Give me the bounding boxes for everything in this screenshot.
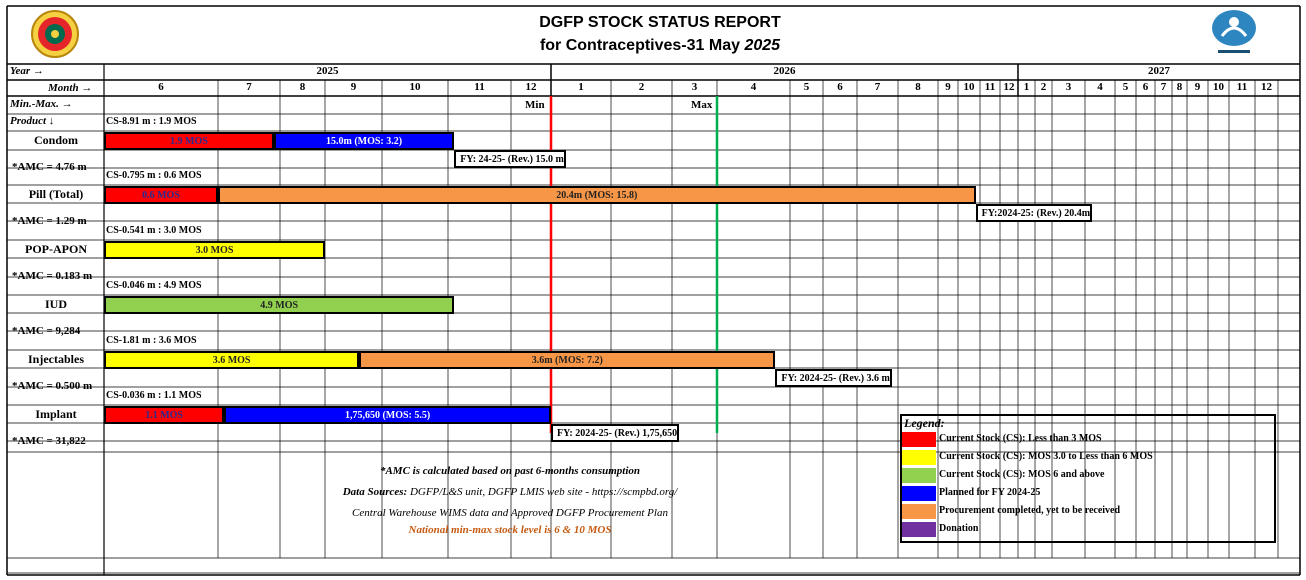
month-row-label: Month → [48,82,93,94]
month-label: 10 [409,81,421,93]
procurement-note: FY: 2024-25- (Rev.) 1,75,650 [551,424,680,442]
month-label: 3 [1065,81,1072,93]
month-label: 2 [1040,81,1047,93]
month-label: 7 [874,81,881,93]
data-sources-line2: Central Warehouse WIMS data and Approved… [352,507,668,519]
legend-label: Planned for FY 2024-25 [939,487,1041,498]
stock-bar: 0.6 MOS [104,186,218,204]
month-label: 4 [750,81,757,93]
year-label: 2025 [316,65,339,77]
amc-text: *AMC = 4.76 m [12,161,87,173]
stock-bar: 1,75,650 (MOS: 5.5) [224,406,551,424]
report-subtitle: for Contraceptives-31 May 2025 [450,37,870,55]
amc-footnote: *AMC is calculated based on past 6-month… [379,465,641,477]
legend-swatch [902,432,936,447]
product-row-label: Product ↓ [10,115,55,127]
minmax-row-label: Min.-Max. → [10,98,73,110]
amc-text: *AMC = 0.500 m [12,380,93,392]
data-sources-label: Data Sources: [342,486,408,498]
legend-swatch [902,468,936,483]
govt-seal-icon [30,9,80,59]
legend-label: Current Stock (CS): Less than 3 MOS [939,433,1102,444]
product-name: IUD [44,297,67,311]
stock-bar: 3.0 MOS [104,241,325,259]
month-label: 9 [350,81,357,93]
month-label: 6 [837,81,843,93]
product-name: Pill (Total) [28,187,84,201]
month-label: 3 [691,81,698,93]
procurement-note: FY: 2024-25- (Rev.) 3.6 m [775,369,892,387]
month-label: 8 [299,81,306,93]
year-label: 2027 [1148,65,1170,77]
amc-text: *AMC = 0.183 m [12,270,93,282]
month-label: 12 [1261,81,1272,93]
legend-label: Current Stock (CS): MOS 3.0 to Less than… [939,451,1153,462]
stock-bar: 20.4m (MOS: 15.8) [218,186,976,204]
month-label: 11 [474,81,485,93]
report-title: DGFP STOCK STATUS REPORT [539,14,781,31]
month-label: 1 [578,81,584,93]
report-subtitle-year: 2025 [744,37,781,54]
stock-bar: 15.0m (MOS: 3.2) [273,132,455,150]
month-label: 8 [915,81,921,93]
month-label: 10 [963,81,975,93]
month-label: 4 [1097,81,1103,93]
product-name: Condom [33,133,78,147]
month-label: 8 [1176,81,1183,93]
current-stock-text: CS-1.81 m : 3.6 MOS [106,335,197,346]
stock-bar: 4.9 MOS [104,296,455,314]
report-subtitle-text: for Contraceptives-31 May [539,37,745,54]
month-label: 6 [1142,81,1149,93]
month-label: 7 [1160,81,1167,93]
data-sources-text: DGFP/L&S unit, DGFP LMIS web site - http… [407,486,678,498]
legend-swatch [902,450,936,465]
month-label: 12 [525,81,537,93]
procurement-note: FY:2024-25: (Rev.) 20.4m [975,204,1093,222]
stock-bar: 1.9 MOS [104,132,274,150]
current-stock-text: CS-0.036 m : 1.1 MOS [106,390,202,401]
current-stock-text: CS-8.91 m : 1.9 MOS [106,116,197,127]
legend-label: Current Stock (CS): MOS 6 and above [939,469,1105,480]
product-name: POP-APON [25,242,87,256]
current-stock-text: CS-0.046 m : 4.9 MOS [106,280,202,291]
procurement-note: FY: 24-25- (Rev.) 15.0 m [454,150,566,168]
legend-label: Donation [939,523,979,534]
month-label: 2 [638,81,645,93]
month-label: 12 [1003,81,1015,93]
product-name: Injectables [28,352,84,366]
legend-swatch [902,486,936,501]
max-marker-label: Max [691,99,713,111]
legend-swatch [902,522,936,537]
product-name: Implant [35,407,77,421]
legend-box [900,414,1276,543]
month-label: 7 [246,81,252,93]
month-label: 9 [945,81,951,93]
legend-title: Legend: [904,416,945,430]
month-label: 5 [1122,81,1129,93]
amc-text: *AMC = 1.29 m [12,215,87,227]
current-stock-text: CS-0.541 m : 3.0 MOS [106,225,202,236]
data-sources-footnote: Data Sources: DGFP/L&S unit, DGFP LMIS w… [105,486,915,498]
month-label: 5 [803,81,810,93]
legend-swatch [902,504,936,519]
min-marker-label: Min [525,99,545,111]
month-label: 11 [1236,81,1248,93]
month-label: 10 [1213,81,1224,93]
legend-label: Procurement completed, yet to be receive… [939,505,1121,516]
stock-bar: 3.6m (MOS: 7.2) [359,351,776,369]
family-planning-logo-icon [1204,8,1264,60]
month-label: 6 [158,81,164,93]
stock-bar: 3.6 MOS [104,351,360,369]
year-row-label: Year → [10,65,44,77]
month-label: 9 [1194,81,1201,93]
amc-text: *AMC = 9,284 [12,325,81,337]
current-stock-text: CS-0.795 m : 0.6 MOS [106,170,202,181]
month-label: 11 [984,81,996,93]
amc-text: *AMC = 31,822 [12,435,86,447]
national-level-note: National min-max stock level is 6 & 10 M… [408,524,612,536]
year-label: 2026 [773,65,796,77]
month-label: 1 [1023,81,1030,93]
stock-bar: 1.1 MOS [104,406,225,424]
